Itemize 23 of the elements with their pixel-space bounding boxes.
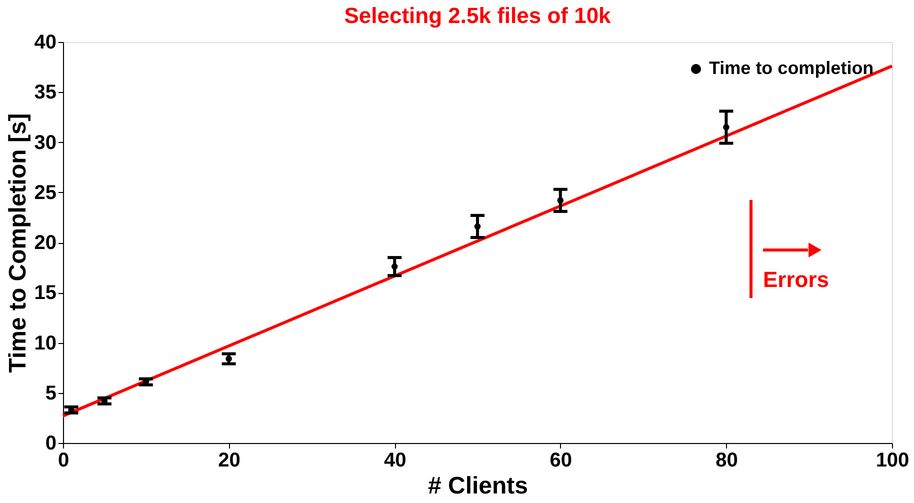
x-axis-title: # Clients xyxy=(428,472,528,500)
point xyxy=(391,263,398,270)
y-tick-label: 0 xyxy=(45,432,56,454)
y-tick-label: 25 xyxy=(34,182,56,204)
x-tick-label: 80 xyxy=(716,450,738,472)
point xyxy=(474,223,481,230)
x-tick-label: 100 xyxy=(876,450,910,472)
x-tick-label: 20 xyxy=(218,450,240,472)
chart-title: Selecting 2.5k files of 10k xyxy=(344,3,612,28)
y-tick-label: 20 xyxy=(34,232,56,254)
y-tick-label: 10 xyxy=(34,332,56,354)
y-tick-label: 40 xyxy=(34,32,56,54)
x-tick-label: 40 xyxy=(384,450,406,472)
point xyxy=(723,124,730,130)
legend-label: Time to completion xyxy=(709,58,874,78)
annotation: Errors xyxy=(763,267,830,292)
x-tick-label: 60 xyxy=(550,450,572,472)
point xyxy=(557,197,564,204)
y-tick-label: 15 xyxy=(34,282,56,304)
y-tick-label: 35 xyxy=(34,82,56,104)
y-tick-label: 30 xyxy=(34,132,56,154)
y-tick-label: 5 xyxy=(45,382,56,404)
y-axis-title: Time to Completion [s] xyxy=(4,113,32,373)
